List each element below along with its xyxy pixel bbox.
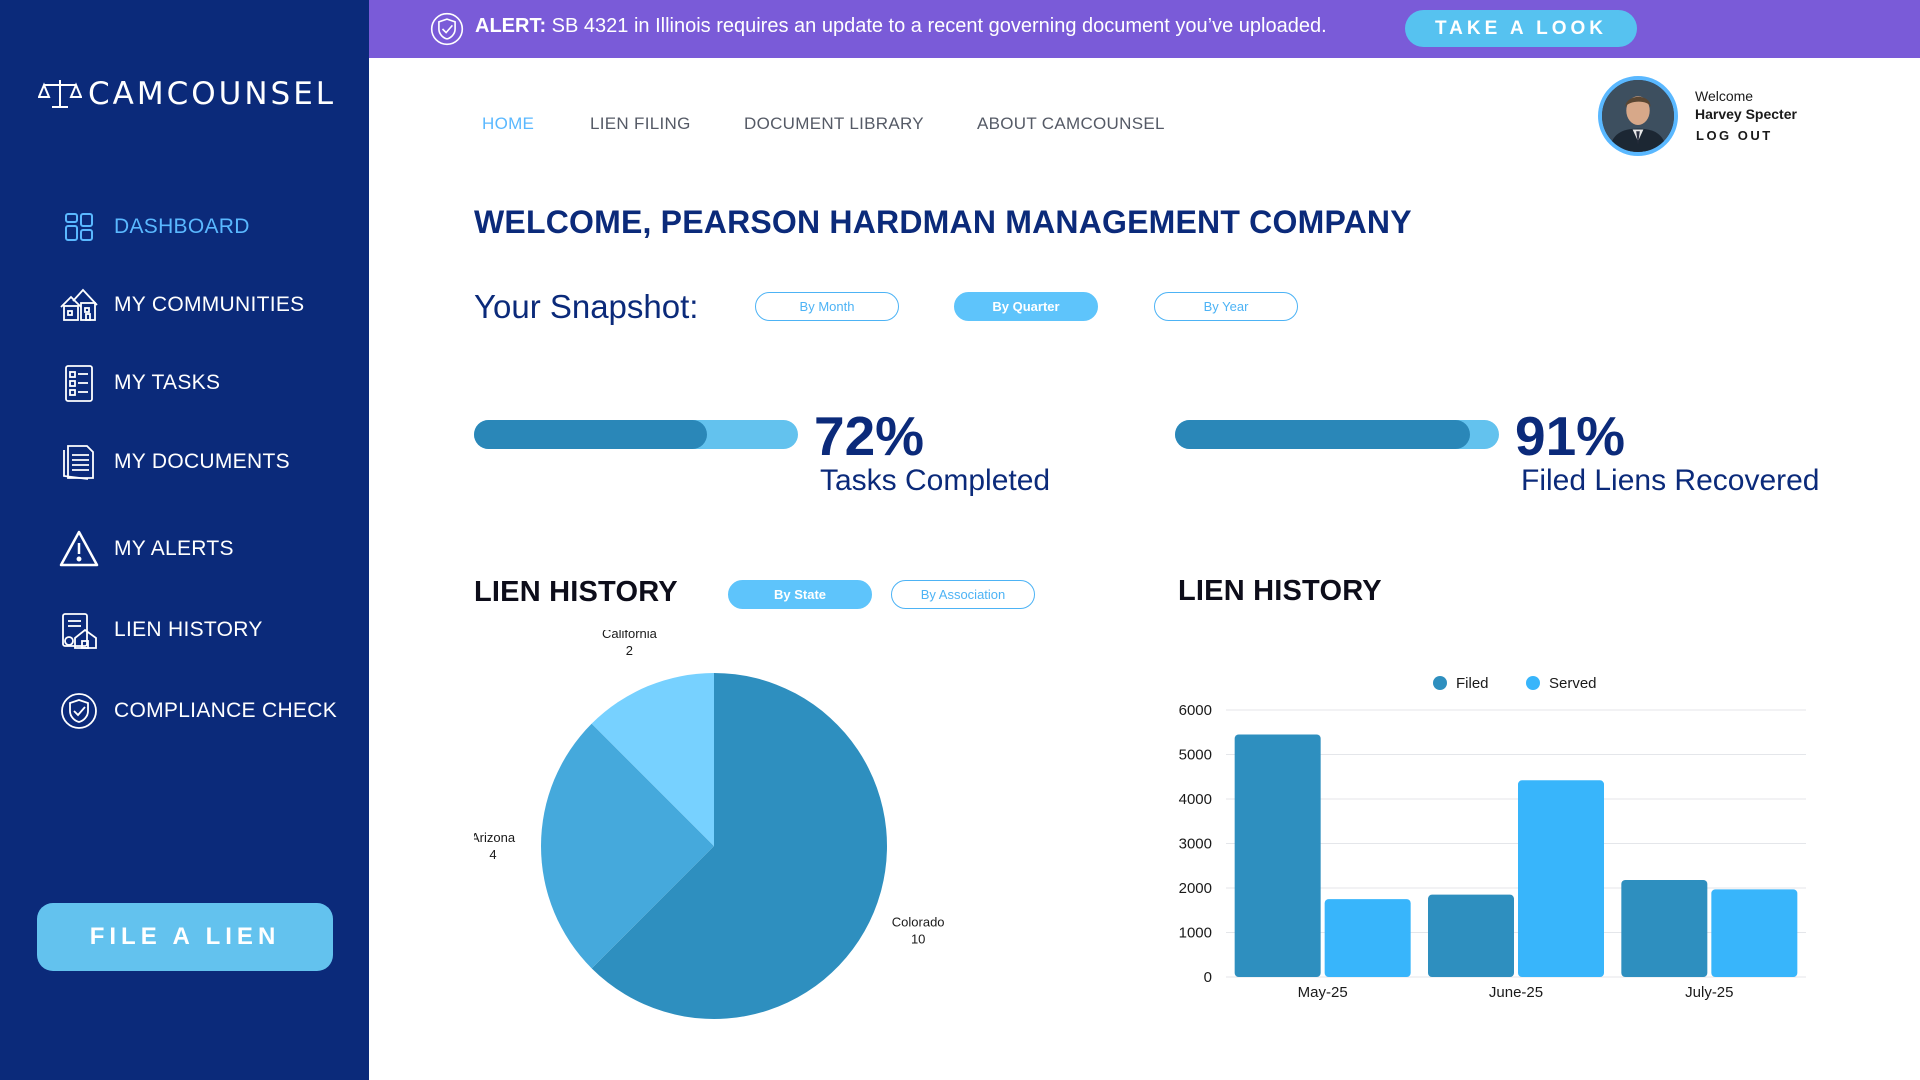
sidebar: CAMCOUNSEL DASHBOARD MY COMMUNITIES xyxy=(0,0,369,1080)
avatar[interactable] xyxy=(1598,76,1678,156)
sidebar-item-label: LIEN HISTORY xyxy=(114,618,263,641)
sidebar-item-label: COMPLIANCE CHECK xyxy=(114,699,338,722)
nav-home[interactable]: HOME xyxy=(482,114,535,133)
legend-swatch xyxy=(1433,676,1447,690)
bar-served-june-25 xyxy=(1518,780,1604,977)
sidebar-item-documents[interactable]: MY DOCUMENTS xyxy=(58,441,290,483)
legend-swatch xyxy=(1526,676,1540,690)
sidebar-item-alerts[interactable]: MY ALERTS xyxy=(58,528,234,570)
bar-filed-may-25 xyxy=(1234,734,1321,977)
y-tick-label: 6000 xyxy=(1179,702,1212,719)
x-tick-label: May-25 xyxy=(1298,984,1348,1001)
pie-slice-arizona xyxy=(541,723,714,969)
toggle-by-state[interactable]: By State xyxy=(728,580,872,609)
logo-text: CAMCOUNSEL xyxy=(88,76,337,112)
pie-chart: Colorado 10 Arizona 4 California 2 xyxy=(474,630,945,1019)
tasks-completed-label: Tasks Completed xyxy=(820,464,1051,497)
legend-label: Filed xyxy=(1456,675,1489,692)
sidebar-item-tasks[interactable]: MY TASKS xyxy=(58,362,220,404)
liens-recovered-label: Filed Liens Recovered xyxy=(1521,464,1820,497)
bar-chart: 0 1000 2000 3000 4000 5000 6000 Filed Served May-… xyxy=(1179,675,1806,1001)
logout-link[interactable]: LOG OUT xyxy=(1696,128,1773,143)
alert-banner: ALERT: SB 4321 in Illinois requires an u… xyxy=(369,0,1920,58)
alert-message: ALERT: SB 4321 in Illinois requires an u… xyxy=(475,15,1327,38)
sidebar-item-dashboard[interactable]: DASHBOARD xyxy=(58,206,250,248)
period-by-month[interactable]: By Month xyxy=(755,292,899,321)
bar-filed-july-25 xyxy=(1621,879,1708,977)
lien-history-title-right: LIEN HISTORY xyxy=(1178,575,1382,607)
nav-about[interactable]: ABOUT CAMCOUNSEL xyxy=(977,114,1165,133)
y-tick-label: 1000 xyxy=(1179,925,1212,942)
bar-filed-june-25 xyxy=(1428,894,1514,977)
compliance-icon xyxy=(58,690,100,732)
sidebar-item-label: MY COMMUNITIES xyxy=(114,293,305,316)
toggle-by-association[interactable]: By Association xyxy=(891,580,1035,609)
bar-served-may-25 xyxy=(1324,899,1411,977)
x-tick-label: June-25 xyxy=(1489,984,1543,1001)
bar-served-july-25 xyxy=(1711,889,1798,977)
pie-slice-colorado xyxy=(591,673,887,1019)
welcome-label: Welcome xyxy=(1695,88,1754,104)
alert-body: SB 4321 in Illinois requires an update t… xyxy=(551,15,1327,37)
file-lien-button[interactable]: FILE A LIEN xyxy=(37,903,333,971)
nav-lien-filing[interactable]: LIEN FILING xyxy=(590,114,691,133)
pie-label: California xyxy=(602,630,658,641)
alert-icon xyxy=(58,528,100,570)
pie-label: Arizona xyxy=(474,830,516,845)
nav-document-library[interactable]: DOCUMENT LIBRARY xyxy=(744,114,924,133)
dashboard-icon xyxy=(58,206,100,248)
x-tick-label: July-25 xyxy=(1685,984,1733,1001)
sidebar-item-communities[interactable]: MY COMMUNITIES xyxy=(58,284,304,326)
period-by-year[interactable]: By Year xyxy=(1154,292,1298,321)
pie-value-label: 2 xyxy=(626,643,633,658)
y-tick-label: 3000 xyxy=(1179,836,1212,853)
alert-prefix: ALERT: xyxy=(475,15,547,37)
pie-value-label: 10 xyxy=(911,932,925,947)
communities-icon xyxy=(58,284,100,326)
sidebar-item-label: MY ALERTS xyxy=(114,537,234,560)
tasks-progress-bar xyxy=(474,420,798,449)
sidebar-item-label: DASHBOARD xyxy=(114,215,250,238)
page-title: WELCOME, PEARSON HARDMAN MANAGEMENT COMP… xyxy=(474,204,1412,240)
user-name: Harvey Specter xyxy=(1695,106,1797,122)
documents-icon xyxy=(58,441,100,483)
pie-value-label: 4 xyxy=(489,847,496,862)
liens-progress-fill xyxy=(1175,420,1470,449)
logo[interactable]: CAMCOUNSEL xyxy=(38,76,336,112)
scales-icon xyxy=(38,80,82,108)
tasks-icon xyxy=(58,362,100,404)
tasks-progress-fill xyxy=(474,420,708,449)
sidebar-item-label: MY DOCUMENTS xyxy=(114,450,290,473)
y-tick-label: 4000 xyxy=(1179,791,1212,808)
y-tick-label: 5000 xyxy=(1179,747,1212,764)
liens-recovered-value: 91% xyxy=(1515,405,1626,467)
pie-slice-california xyxy=(591,673,714,846)
tasks-completed-value: 72% xyxy=(814,405,925,467)
period-by-quarter[interactable]: By Quarter xyxy=(954,292,1098,321)
y-tick-label: 2000 xyxy=(1179,880,1212,897)
pie-label: Colorado xyxy=(892,915,945,930)
sidebar-item-compliance[interactable]: COMPLIANCE CHECK xyxy=(58,690,337,732)
liens-progress-bar xyxy=(1175,420,1499,449)
lien-history-icon xyxy=(58,609,100,651)
snapshot-label: Your Snapshot: xyxy=(474,288,699,325)
legend-label: Served xyxy=(1549,675,1597,692)
sidebar-item-label: MY TASKS xyxy=(114,371,221,394)
lien-history-title-left: LIEN HISTORY xyxy=(474,576,678,608)
sidebar-item-lien-history[interactable]: LIEN HISTORY xyxy=(58,609,263,651)
shield-check-icon xyxy=(430,12,464,46)
take-a-look-button[interactable]: TAKE A LOOK xyxy=(1405,10,1637,47)
y-tick-label: 0 xyxy=(1204,969,1212,986)
